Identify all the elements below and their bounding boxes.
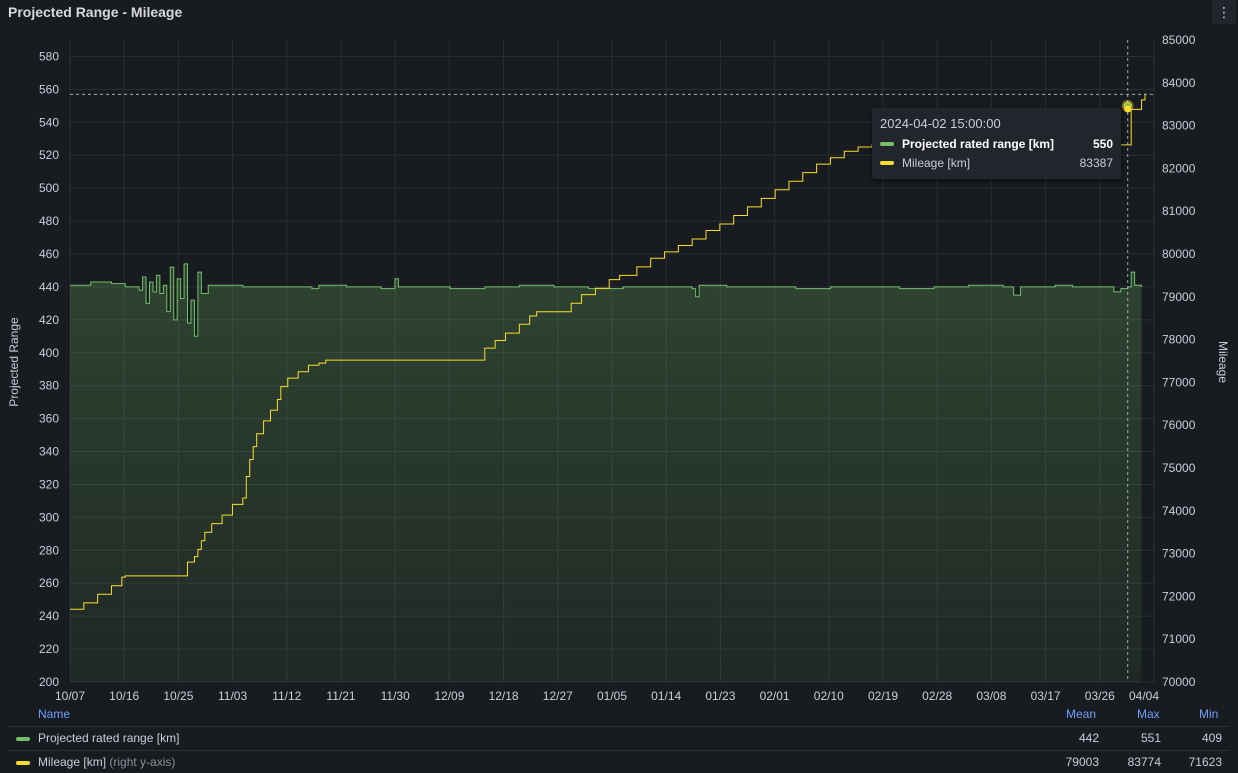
legend-table: Name Mean Max Min Projected rated range …: [0, 704, 1238, 773]
legend-max: 83774: [1127, 755, 1161, 769]
y-right-tick-label: 79000: [1162, 290, 1196, 304]
y-left-axis-label: Projected Range: [7, 317, 21, 407]
x-tick-label: 02/01: [760, 689, 790, 703]
y-left-tick-label: 520: [39, 148, 59, 162]
x-tick-label: 11/30: [381, 689, 410, 703]
y-left-tick-label: 280: [39, 543, 59, 557]
y-right-axis-label: Mileage: [1216, 341, 1230, 383]
y-left-tick-label: 200: [39, 675, 59, 689]
series-swatch: [880, 142, 894, 146]
series-fill-area: [70, 263, 1142, 682]
x-tick-label: 03/26: [1085, 689, 1115, 703]
y-left-tick-label: 560: [39, 82, 59, 96]
y-left-tick-label: 240: [39, 609, 59, 623]
y-right-tick-label: 76000: [1162, 418, 1196, 432]
tooltip-series-value: 83387: [1079, 156, 1113, 170]
hover-point-mileage: [1124, 105, 1132, 113]
tooltip-row: Mileage [km] 83387: [880, 155, 1113, 171]
kebab-menu-icon[interactable]: ⋮: [1212, 0, 1236, 24]
range-series-line: [70, 263, 1143, 337]
x-tick-label: 02/19: [868, 689, 898, 703]
legend-mean: 79003: [1065, 755, 1099, 769]
y-left-tick-label: 420: [39, 313, 59, 327]
series-swatch: [16, 737, 30, 741]
y-right-tick-label: 83000: [1162, 119, 1196, 133]
y-left-tick-label: 540: [39, 115, 59, 129]
series-swatch: [880, 161, 894, 165]
chart-area[interactable]: 10/07 10/16 10/25 11/03 11/12 11/21 11/30 12/09…: [0, 0, 1238, 704]
x-tick-label: 01/05: [597, 689, 627, 703]
y-right-tick-label: 80000: [1162, 247, 1196, 261]
y-left-tick-label: 460: [39, 247, 59, 261]
x-tick-label: 10/16: [109, 689, 139, 703]
y-right-tick-label: 81000: [1162, 204, 1196, 218]
series-swatch: [16, 761, 30, 765]
x-tick-label: 10/25: [163, 689, 193, 703]
tooltip-series-name: Mileage [km]: [902, 156, 971, 170]
y-right-tick-label: 84000: [1162, 76, 1196, 90]
x-tick-label: 01/23: [705, 689, 735, 703]
y-right-tick-label: 74000: [1162, 504, 1196, 518]
y-right-tick-label: 71000: [1162, 632, 1196, 646]
x-tick-label: 04/04: [1129, 689, 1159, 703]
y-left-tick-label: 400: [39, 346, 59, 360]
legend-header-mean[interactable]: Mean: [1066, 707, 1097, 721]
legend-header-max[interactable]: Max: [1137, 707, 1160, 721]
tooltip-time: 2024-04-02 15:00:00: [880, 116, 1001, 131]
x-tick-label: 03/08: [976, 689, 1006, 703]
x-tick-label: 12/18: [489, 689, 519, 703]
x-tick-label: 11/03: [218, 689, 247, 703]
legend-row[interactable]: Mileage [km] (right y-axis) 79003 83774 …: [8, 750, 1230, 773]
legend-min: 409: [1201, 731, 1222, 745]
panel-title: Projected Range - Mileage: [8, 4, 183, 20]
y-left-tick-label: 500: [39, 181, 59, 195]
legend-header-min[interactable]: Min: [1199, 707, 1219, 721]
y-left-tick-label: 380: [39, 379, 59, 393]
x-tick-label: 11/12: [272, 689, 301, 703]
legend-min: 71623: [1188, 755, 1222, 769]
x-tick-label: 11/21: [326, 689, 355, 703]
legend-mean: 442: [1078, 731, 1099, 745]
y-right-tick-label: 85000: [1162, 33, 1196, 47]
x-tick-label: 03/17: [1031, 689, 1061, 703]
y-right-tick-label: 75000: [1162, 461, 1196, 475]
y-left-tick-label: 580: [39, 49, 59, 63]
y-left-tick-label: 360: [39, 412, 59, 426]
y-left-tick-label: 480: [39, 214, 59, 228]
mileage-series-line: [70, 93, 1146, 610]
chart-tooltip: 2024-04-02 15:00:00 Projected rated rang…: [872, 108, 1121, 179]
y-right-tick-label: 78000: [1162, 333, 1196, 347]
tooltip-series-value: 550: [1092, 137, 1113, 151]
y-right-tick-label: 70000: [1162, 675, 1196, 689]
y-left-tick-label: 260: [39, 576, 59, 590]
tooltip-row: Projected rated range [km] 550: [880, 136, 1113, 152]
y-left-tick-label: 320: [39, 477, 59, 491]
y-left-tick-label: 440: [39, 280, 59, 294]
tooltip-series-name: Projected rated range [km]: [902, 137, 1055, 151]
legend-series-name[interactable]: Mileage [km] (right y-axis): [38, 755, 176, 769]
x-tick-label: 12/09: [434, 689, 464, 703]
y-right-tick-label: 82000: [1162, 161, 1196, 175]
y-left-tick-label: 300: [39, 510, 59, 524]
legend-max: 551: [1140, 731, 1161, 745]
x-tick-label: 10/07: [55, 689, 85, 703]
legend-header-name[interactable]: Name: [38, 707, 71, 721]
y-right-tick-label: 72000: [1162, 589, 1196, 603]
x-tick-label: 01/14: [651, 689, 681, 703]
x-tick-label: 02/10: [814, 689, 844, 703]
legend-row[interactable]: Projected rated range [km] 442 551 409: [8, 726, 1230, 749]
y-left-tick-label: 340: [39, 445, 59, 459]
x-tick-label: 02/28: [922, 689, 952, 703]
y-right-tick-label: 77000: [1162, 375, 1196, 389]
legend-series-name[interactable]: Projected rated range [km]: [38, 731, 180, 745]
x-tick-label: 12/27: [543, 689, 573, 703]
y-right-tick-label: 73000: [1162, 547, 1196, 561]
legend-series-suffix: (right y-axis): [106, 755, 176, 769]
y-left-tick-label: 220: [39, 642, 59, 656]
